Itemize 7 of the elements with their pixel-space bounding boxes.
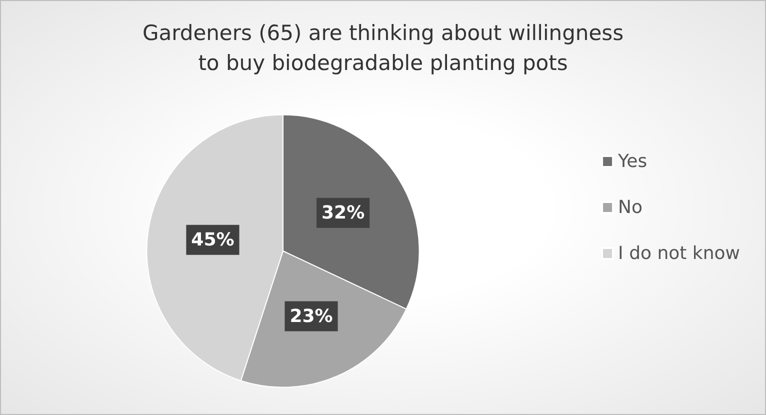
- legend-label: I do not know: [618, 243, 740, 264]
- legend-label: No: [618, 197, 643, 218]
- legend-label: Yes: [617, 151, 648, 172]
- data-label: 23%: [290, 306, 333, 327]
- data-label: 45%: [191, 229, 234, 250]
- chart-title: Gardeners (65) are thinking about willingness to buy biodegradable planting pots: [142, 21, 624, 75]
- data-label: 32%: [322, 202, 365, 224]
